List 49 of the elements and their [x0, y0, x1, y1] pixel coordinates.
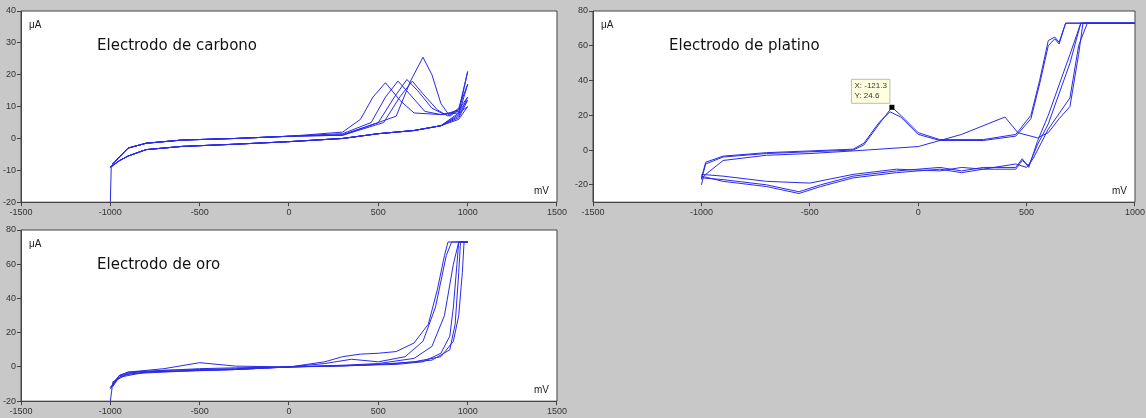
- x-tick-label: -1500: [9, 207, 33, 218]
- y-axis-title: μA: [29, 237, 42, 249]
- y-tick-label: -20: [2, 196, 17, 207]
- x-tick-label: 500: [1019, 207, 1035, 218]
- x-tick-label: 1500: [546, 207, 567, 218]
- y-tick-label: 20: [5, 327, 17, 338]
- y-tick-label: 60: [577, 40, 589, 51]
- x-axis-title: mV: [533, 383, 550, 395]
- x-tick-label: 1000: [457, 207, 478, 218]
- y-tick-label: 40: [5, 292, 17, 303]
- y-tick-label: 40: [5, 5, 17, 16]
- text: Electrodo de platino: [669, 36, 820, 55]
- y-axis-title: μA: [29, 18, 42, 30]
- y-tick-label: -20: [2, 395, 17, 406]
- x-tick-label: -1000: [689, 207, 713, 218]
- text: Electrodo de carbono: [97, 36, 258, 55]
- y-tick-label: 20: [5, 69, 17, 80]
- y-tick-label: 80: [5, 224, 17, 235]
- annotation: X: -121.3 Y: 24.6: [854, 81, 888, 101]
- x-tick-label: -1500: [9, 406, 33, 417]
- y-tick-label: 60: [5, 258, 17, 269]
- x-tick-label: 0: [286, 207, 292, 218]
- y-tick-label: 10: [5, 101, 17, 112]
- y-tick-label: 30: [5, 37, 17, 48]
- x-tick-label: -1500: [581, 207, 605, 218]
- x-tick-label: 0: [915, 207, 921, 218]
- x-tick-label: -1000: [98, 207, 122, 218]
- x-tick-label: 1000: [1124, 207, 1145, 218]
- y-axis-title: μA: [601, 18, 614, 30]
- x-tick-label: 500: [370, 207, 386, 218]
- y-tick-label: -20: [574, 179, 589, 190]
- x-tick-label: 0: [286, 406, 292, 417]
- x-axis-title: mV: [533, 184, 550, 196]
- x-tick-label: 500: [370, 406, 386, 417]
- y-tick-label: -10: [2, 164, 17, 175]
- y-tick-label: 80: [577, 5, 589, 16]
- text: Electrodo de oro: [97, 255, 221, 274]
- x-tick-label: 1000: [457, 406, 478, 417]
- x-tick-label: 1500: [546, 406, 567, 417]
- x-tick-label: -500: [190, 207, 209, 218]
- x-tick-label: -1000: [98, 406, 122, 417]
- y-tick-label: 0: [10, 361, 17, 372]
- x-axis-title: mV: [1111, 184, 1128, 196]
- y-tick-label: 0: [582, 144, 589, 155]
- y-tick-label: 0: [10, 132, 17, 143]
- y-tick-label: 40: [577, 75, 589, 86]
- y-tick-label: 20: [577, 109, 589, 120]
- x-tick-label: -500: [800, 207, 819, 218]
- x-tick-label: -500: [190, 406, 209, 417]
